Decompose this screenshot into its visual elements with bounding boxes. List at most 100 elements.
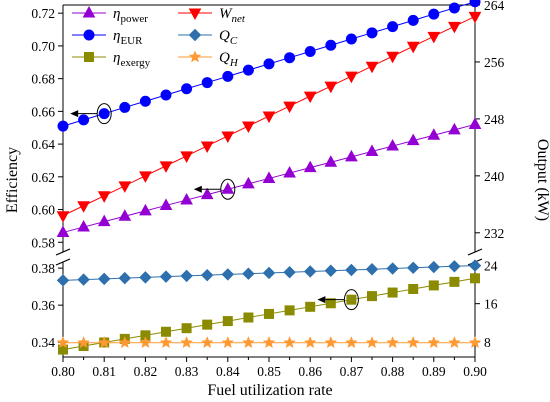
data-point-eta_exergy bbox=[408, 283, 419, 294]
data-point-q_h bbox=[56, 336, 70, 349]
data-point-eta_power bbox=[180, 193, 193, 205]
legend-marker bbox=[82, 5, 96, 18]
data-point-eta_power bbox=[118, 209, 132, 221]
left-tick-label: 0.58 bbox=[31, 235, 55, 250]
data-point-eta_eur bbox=[222, 70, 234, 82]
legend-label: ηexergy bbox=[113, 50, 151, 69]
data-point-w_net bbox=[139, 171, 152, 183]
legend-entry-q_c: QC bbox=[178, 28, 238, 47]
data-point-q_c bbox=[118, 271, 132, 285]
data-point-q_c bbox=[468, 259, 482, 272]
data-point-eta_exergy bbox=[387, 287, 398, 298]
data-point-w_net bbox=[221, 131, 235, 144]
data-point-eta_eur bbox=[201, 77, 213, 89]
data-point-w_net bbox=[386, 51, 399, 64]
data-point-q_c bbox=[448, 260, 461, 273]
data-point-q_h bbox=[242, 336, 255, 349]
right-axis-title: Output (kW) bbox=[534, 139, 550, 221]
data-point-eta_power bbox=[200, 187, 214, 200]
data-point-w_net bbox=[159, 161, 173, 173]
legend-marker bbox=[188, 28, 202, 42]
data-point-eta_power bbox=[345, 149, 358, 162]
data-point-eta_power bbox=[221, 182, 235, 194]
data-point-w_net bbox=[303, 91, 317, 104]
series-layer bbox=[56, 0, 482, 355]
data-point-eta_eur bbox=[345, 33, 357, 45]
data-point-w_net bbox=[242, 121, 255, 134]
legend-label-base: Q bbox=[219, 50, 230, 66]
data-point-eta_power bbox=[468, 117, 482, 129]
data-point-q_h bbox=[406, 336, 420, 349]
legend-label-subscript: EUR bbox=[120, 35, 143, 47]
right-tick-label: 8 bbox=[484, 335, 491, 350]
data-point-q_h bbox=[345, 336, 358, 349]
x-tick-label: 0.90 bbox=[463, 364, 487, 379]
left-tick-label: 0.62 bbox=[31, 170, 55, 185]
data-point-eta_exergy bbox=[367, 291, 377, 302]
data-point-w_net bbox=[324, 81, 338, 94]
data-point-q_h bbox=[221, 336, 235, 349]
legend-label-base: Q bbox=[219, 28, 230, 44]
data-point-eta_eur bbox=[366, 27, 378, 39]
legend-entry-w_net: Wnet bbox=[178, 6, 246, 25]
data-point-q_c bbox=[159, 270, 173, 283]
data-point-eta_power bbox=[77, 220, 90, 232]
axis-indicator-arrowhead bbox=[317, 296, 326, 304]
x-tick-label: 0.85 bbox=[257, 364, 281, 379]
data-point-eta_eur bbox=[325, 39, 337, 51]
legend-label: Wnet bbox=[219, 6, 246, 25]
data-point-eta_eur bbox=[181, 83, 193, 95]
data-point-eta_power bbox=[242, 176, 255, 189]
data-point-q_c bbox=[56, 274, 70, 287]
left-axis-break-mark bbox=[55, 248, 71, 256]
data-point-q_c bbox=[303, 265, 317, 278]
data-point-q_c bbox=[77, 273, 90, 286]
data-point-eta_eur bbox=[428, 8, 440, 20]
right-tick-label: 248 bbox=[484, 112, 505, 127]
data-point-q_c bbox=[406, 261, 420, 274]
left-tick-label: 0.66 bbox=[31, 104, 55, 119]
data-point-q_h bbox=[262, 336, 276, 349]
data-point-eta_exergy bbox=[284, 305, 295, 316]
legend-entry-eta_eur: ηEUR bbox=[72, 28, 143, 47]
data-point-eta_power bbox=[159, 198, 173, 210]
data-point-eta_power bbox=[262, 171, 276, 183]
right-tick-label: 24 bbox=[484, 259, 498, 274]
data-point-eta_power bbox=[386, 139, 399, 151]
x-tick-label: 0.86 bbox=[298, 364, 322, 379]
data-point-w_net bbox=[427, 31, 441, 44]
legend-marker bbox=[188, 50, 202, 63]
data-point-eta_power bbox=[365, 144, 379, 156]
data-point-eta_eur bbox=[448, 2, 460, 14]
data-point-w_net bbox=[365, 61, 379, 74]
data-point-w_net bbox=[406, 41, 420, 54]
data-point-eta_eur bbox=[284, 52, 296, 64]
data-point-eta_power bbox=[56, 225, 70, 237]
legend-label-base: η bbox=[113, 50, 120, 66]
data-point-q_c bbox=[427, 260, 441, 274]
data-point-eta_eur bbox=[160, 89, 172, 101]
legend-label-base: η bbox=[113, 28, 120, 44]
x-tick-label: 0.81 bbox=[92, 364, 116, 379]
data-point-eta_power bbox=[324, 155, 338, 167]
left-tick-label: 0.60 bbox=[31, 203, 55, 218]
data-point-q_h bbox=[200, 336, 214, 349]
data-point-eta_exergy bbox=[470, 273, 480, 284]
data-point-eta_eur bbox=[78, 114, 90, 126]
data-point-eta_exergy bbox=[222, 316, 233, 327]
data-point-w_net bbox=[468, 11, 482, 24]
data-point-q_h bbox=[97, 336, 111, 349]
data-point-w_net bbox=[200, 141, 214, 153]
data-point-q_h bbox=[365, 336, 379, 349]
data-point-eta_eur bbox=[304, 45, 316, 57]
legend-entry-eta_exergy: ηexergy bbox=[72, 50, 151, 69]
legend-label: QH bbox=[219, 50, 239, 69]
x-tick-label: 0.88 bbox=[381, 364, 405, 379]
legend-marker bbox=[84, 52, 94, 62]
data-point-eta_eur bbox=[387, 21, 399, 33]
data-point-q_c bbox=[139, 271, 152, 284]
legend-label-subscript: H bbox=[229, 57, 239, 69]
data-point-eta_exergy bbox=[346, 294, 357, 305]
data-point-eta_power bbox=[303, 160, 317, 173]
left-tick-label: 0.68 bbox=[31, 72, 55, 87]
